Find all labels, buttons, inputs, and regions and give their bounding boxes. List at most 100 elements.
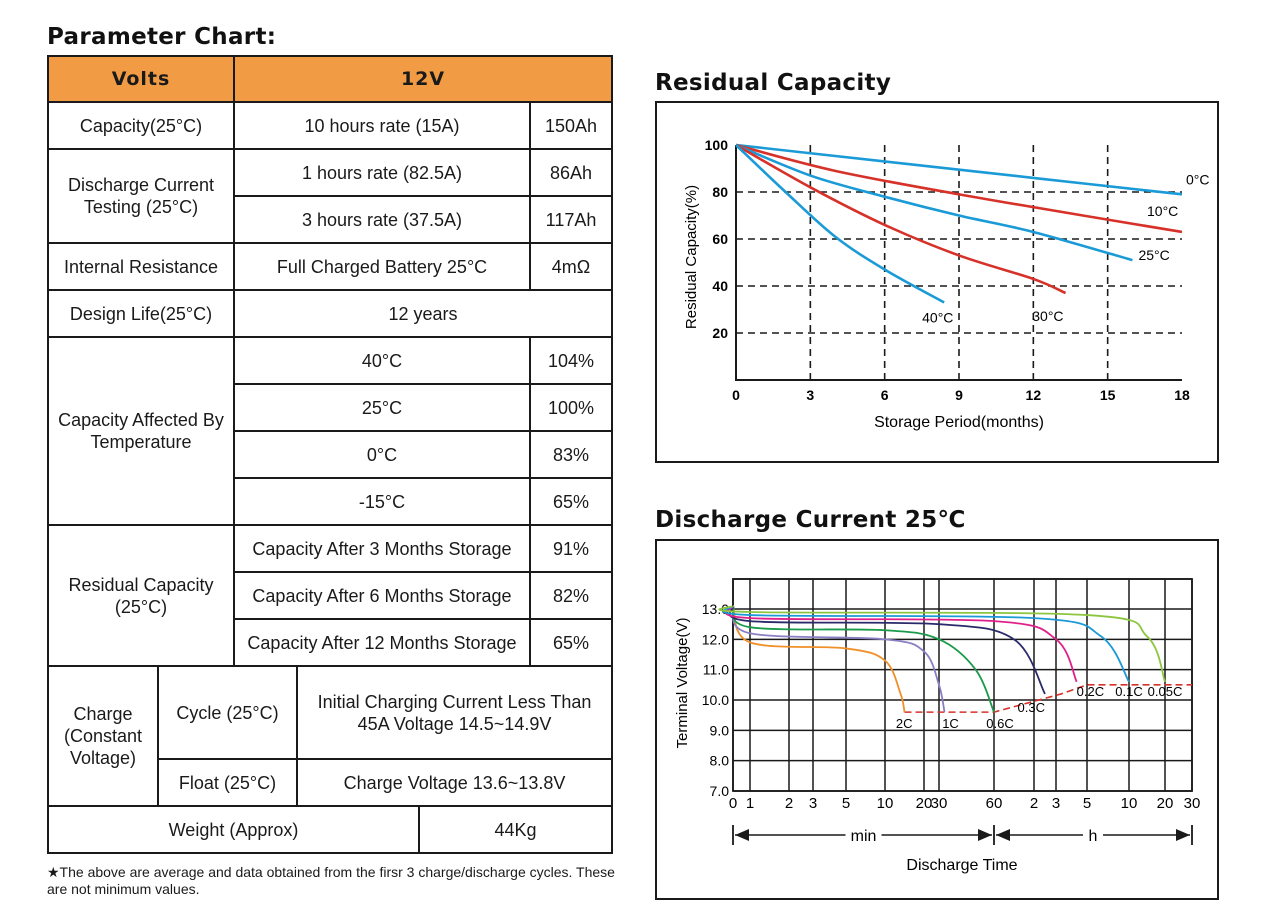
discharge-series-label: 0.6C bbox=[986, 716, 1013, 731]
discharge-unit-arrowhead bbox=[978, 829, 992, 841]
discharge-series-line bbox=[725, 605, 1078, 683]
residual-value: 91% bbox=[528, 524, 614, 573]
residual-condition: Capacity After 3 Months Storage bbox=[233, 524, 531, 573]
discharge-series-line bbox=[732, 605, 995, 713]
table-row: Charge (Constant Voltage) Cycle (25°C) I… bbox=[47, 665, 614, 807]
residual-capacity-heading: Residual Capacity bbox=[655, 70, 892, 96]
table-row: 25°C 100% bbox=[48, 383, 614, 432]
discharge-series-label: 0.3C bbox=[1018, 700, 1045, 715]
table-header-row: Volts 12V bbox=[47, 55, 614, 103]
discharge-x-tick-label: 30 bbox=[931, 795, 948, 812]
discharge-x-tick-label: 20 bbox=[1157, 795, 1174, 812]
discharge-x-tick-label: 5 bbox=[842, 795, 850, 812]
table-row: Capacity(25°C) 10 hours rate (15A) 150Ah bbox=[47, 101, 614, 150]
temperature-capacity: 65% bbox=[528, 477, 614, 526]
discharge-series-line bbox=[732, 605, 906, 713]
discharge-value: 117Ah bbox=[528, 195, 614, 244]
temperature-capacity: 104% bbox=[528, 336, 614, 385]
residual-series-label: 40°C bbox=[922, 309, 953, 325]
residual-series-line bbox=[735, 143, 1133, 262]
discharge-x-tick-label: 0 bbox=[729, 795, 737, 812]
discharge-series-label: 0.2C bbox=[1077, 684, 1104, 699]
discharge-y-tick-label: 8.0 bbox=[710, 753, 730, 769]
table-row: 3 hours rate (37.5A) 117Ah bbox=[48, 195, 614, 244]
temperature-value: 40°C bbox=[233, 336, 531, 385]
discharge-x-tick-label: 20 bbox=[916, 795, 933, 812]
residual-x-tick-label: 15 bbox=[1100, 387, 1116, 403]
table-row: Design Life(25°C) 12 years bbox=[47, 289, 614, 338]
discharge-x-tick-label: 2 bbox=[785, 795, 793, 812]
discharge-unit-h: h bbox=[1089, 828, 1098, 845]
residual-condition: Capacity After 6 Months Storage bbox=[233, 571, 531, 620]
residual-series-label: 25°C bbox=[1138, 247, 1169, 263]
discharge-series-label: 0.05C bbox=[1148, 684, 1183, 699]
residual-value: 65% bbox=[528, 618, 614, 667]
table-row: Internal Resistance Full Charged Battery… bbox=[47, 242, 614, 291]
discharge-y-tick-label: 12.0 bbox=[702, 631, 729, 647]
resistance-label: Internal Resistance bbox=[47, 242, 235, 291]
discharge-series-label: 1C bbox=[942, 716, 959, 731]
volts-value: 12V bbox=[232, 55, 614, 103]
discharge-unit-arrowhead bbox=[1176, 829, 1190, 841]
discharge-x-tick-label: 3 bbox=[1052, 795, 1060, 812]
volts-label: Volts bbox=[47, 55, 235, 103]
residual-y-tick-label: 20 bbox=[712, 325, 728, 341]
discharge-rate: 1 hours rate (82.5A) bbox=[233, 148, 531, 197]
discharge-unit-min: min bbox=[851, 828, 877, 845]
design-life-value: 12 years bbox=[232, 289, 614, 338]
discharge-x-tick-label: 2 bbox=[1030, 795, 1038, 812]
residual-axes bbox=[735, 145, 1182, 381]
temperature-value: 0°C bbox=[233, 430, 531, 479]
discharge-y-tick-label: 10.0 bbox=[702, 692, 729, 708]
resistance-condition: Full Charged Battery 25°C bbox=[233, 242, 531, 291]
discharge-label: Discharge Current Testing (25°C) bbox=[47, 148, 235, 244]
discharge-y-tick-label: 9.0 bbox=[710, 722, 730, 738]
discharge-x-tick-label: 10 bbox=[1121, 795, 1138, 812]
discharge-series-line bbox=[718, 605, 1166, 683]
residual-series-line bbox=[735, 143, 1183, 196]
table-row: Float (25°C) Charge Voltage 13.6~13.8V bbox=[48, 758, 614, 807]
capacity-rate: 10 hours rate (15A) bbox=[233, 101, 531, 150]
table-row: 0°C 83% bbox=[48, 430, 614, 479]
residual-x-tick-label: 9 bbox=[955, 387, 963, 403]
float-label: Float (25°C) bbox=[157, 758, 298, 807]
residual-series-line bbox=[735, 144, 945, 304]
table-row: Capacity After 6 Months Storage 82% bbox=[48, 571, 614, 620]
temperature-label: Capacity Affected By Temperature bbox=[47, 336, 235, 526]
discharge-x-tick-label: 60 bbox=[986, 795, 1003, 812]
float-value: Charge Voltage 13.6~13.8V bbox=[295, 758, 614, 807]
discharge-y-tick-label: 7.0 bbox=[710, 783, 730, 799]
residual-value: 82% bbox=[528, 571, 614, 620]
residual-capacity-chart: Residual Capacity(%) Storage Period(mont… bbox=[683, 137, 1210, 431]
discharge-x-tick-label: 10 bbox=[877, 795, 894, 812]
temperature-value: -15°C bbox=[233, 477, 531, 526]
residual-y-tick-label: 80 bbox=[712, 184, 728, 200]
discharge-x-tick-label: 30 bbox=[1184, 795, 1201, 812]
discharge-series-line bbox=[728, 605, 1046, 695]
discharge-y-axis-label: Terminal Voltage(V) bbox=[674, 618, 691, 749]
residual-y-tick-label: 100 bbox=[705, 137, 729, 153]
table-row: Residual Capacity (25°C) Capacity After … bbox=[47, 524, 614, 667]
table-row: Capacity Affected By Temperature 40°C 10… bbox=[47, 336, 614, 526]
residual-x-tick-label: 0 bbox=[732, 387, 740, 403]
discharge-series-line bbox=[732, 605, 946, 713]
table-row: Capacity After 12 Months Storage 65% bbox=[48, 618, 614, 667]
residual-series-line bbox=[735, 143, 1067, 295]
charge-label: Charge (Constant Voltage) bbox=[47, 665, 159, 807]
residual-series-line bbox=[735, 143, 1183, 234]
discharge-x-tick-label: 1 bbox=[746, 795, 754, 812]
temperature-capacity: 100% bbox=[528, 383, 614, 432]
discharge-y-tick-label: 13.0 bbox=[702, 601, 729, 617]
discharge-current-chart-frame: Terminal Voltage(V) Discharge Time 7.0 8.… bbox=[655, 539, 1219, 900]
discharge-x-tick-label: 5 bbox=[1083, 795, 1091, 812]
weight-value: 44Kg bbox=[417, 805, 614, 854]
residual-series-label: 0°C bbox=[1186, 171, 1210, 187]
temperature-value: 25°C bbox=[233, 383, 531, 432]
discharge-y-tick-label: 11.0 bbox=[703, 662, 729, 678]
footnote: ★The above are average and data obtained… bbox=[47, 864, 615, 897]
discharge-unit-arrowhead bbox=[996, 829, 1010, 841]
design-life-label: Design Life(25°C) bbox=[47, 289, 235, 338]
residual-y-tick-label: 40 bbox=[712, 278, 728, 294]
residual-series-label: 10°C bbox=[1147, 203, 1178, 219]
table-row: -15°C 65% bbox=[48, 477, 614, 526]
